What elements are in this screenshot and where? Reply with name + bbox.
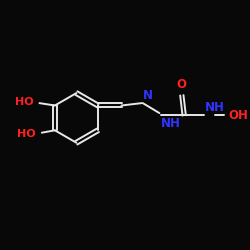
Text: HO: HO: [15, 97, 34, 107]
Text: NH: NH: [205, 101, 225, 114]
Text: HO: HO: [17, 129, 36, 139]
Text: OH: OH: [228, 109, 248, 122]
Text: N: N: [143, 89, 153, 102]
Text: O: O: [177, 78, 187, 91]
Text: NH: NH: [161, 116, 181, 130]
